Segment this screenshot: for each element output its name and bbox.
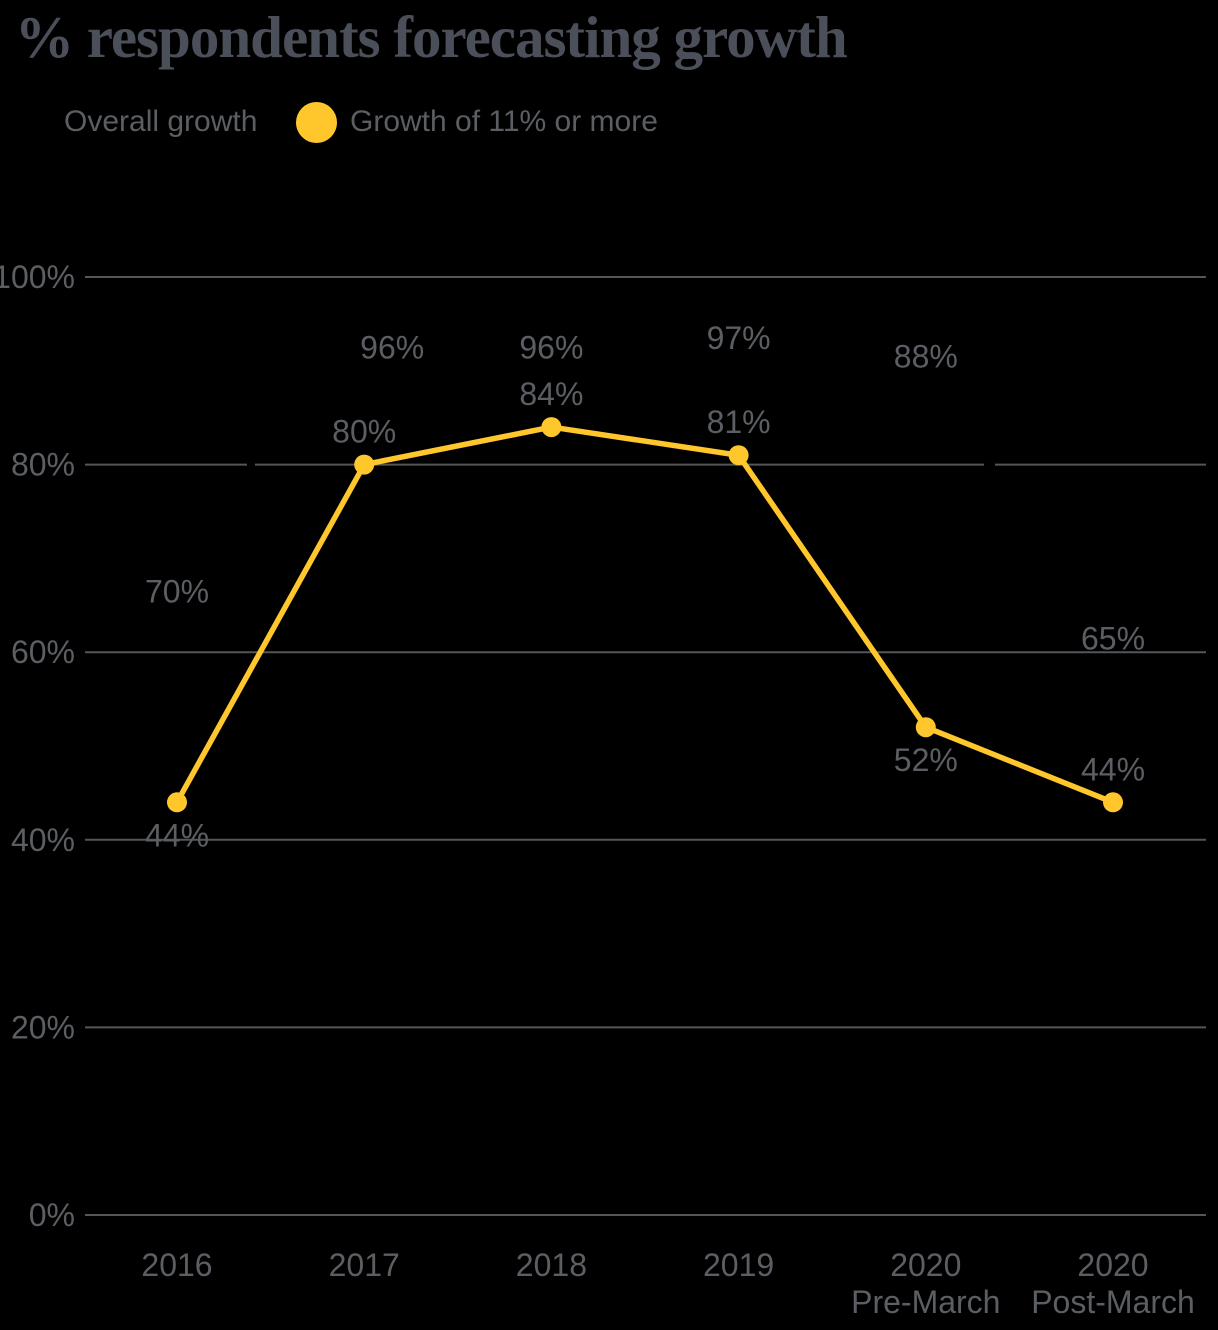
x-axis-label: Pre-March <box>851 1284 1000 1320</box>
value-label: 96% <box>519 330 583 366</box>
data-point-dot <box>354 454 375 475</box>
data-point-dot <box>541 417 562 438</box>
x-axis-label: 2016 <box>141 1247 212 1283</box>
x-axis-label: 2019 <box>703 1247 774 1283</box>
x-axis-label: 2020 <box>890 1247 961 1283</box>
y-tick-label: 40% <box>11 822 75 858</box>
y-tick-label: 80% <box>11 447 75 483</box>
value-label: 65% <box>1081 620 1145 656</box>
data-point-dot <box>728 445 749 466</box>
value-label: 80% <box>332 414 396 450</box>
value-label: 88% <box>894 339 958 375</box>
x-axis-label: 2018 <box>516 1247 587 1283</box>
legend-marker-dot-icon <box>296 101 337 143</box>
legend-item-growth-11-or-more: Growth of 11% or more <box>296 98 658 146</box>
y-tick-label: 60% <box>11 634 75 670</box>
y-tick-label: 100% <box>0 259 75 295</box>
legend-label-overall-growth: Overall growth <box>64 105 258 138</box>
value-label: 70% <box>145 573 209 609</box>
data-point-dot <box>915 717 936 738</box>
x-axis-label: 2017 <box>329 1247 400 1283</box>
chart-title: % respondents forecasting growth <box>15 4 848 70</box>
data-point-dot <box>1103 792 1123 813</box>
legend-label-growth-11-or-more: Growth of 11% or more <box>350 105 658 138</box>
value-label: 52% <box>894 742 958 778</box>
value-label: 44% <box>1081 751 1145 787</box>
value-label: 96% <box>360 330 424 366</box>
trend-line <box>174 424 1116 806</box>
x-axis-label: Post-March <box>1031 1284 1195 1320</box>
legend: Overall growth Growth of 11% or more <box>0 98 1218 146</box>
value-label: 81% <box>707 404 771 440</box>
value-label: 44% <box>145 817 209 853</box>
y-tick-label: 0% <box>29 1197 75 1233</box>
value-label: 84% <box>519 376 583 412</box>
data-point-dot <box>167 792 187 813</box>
legend-item-overall-growth: Overall growth <box>64 98 257 146</box>
y-tick-label: 20% <box>11 1009 75 1045</box>
x-axis-label: 2020 <box>1077 1247 1148 1283</box>
value-label: 97% <box>707 320 771 356</box>
